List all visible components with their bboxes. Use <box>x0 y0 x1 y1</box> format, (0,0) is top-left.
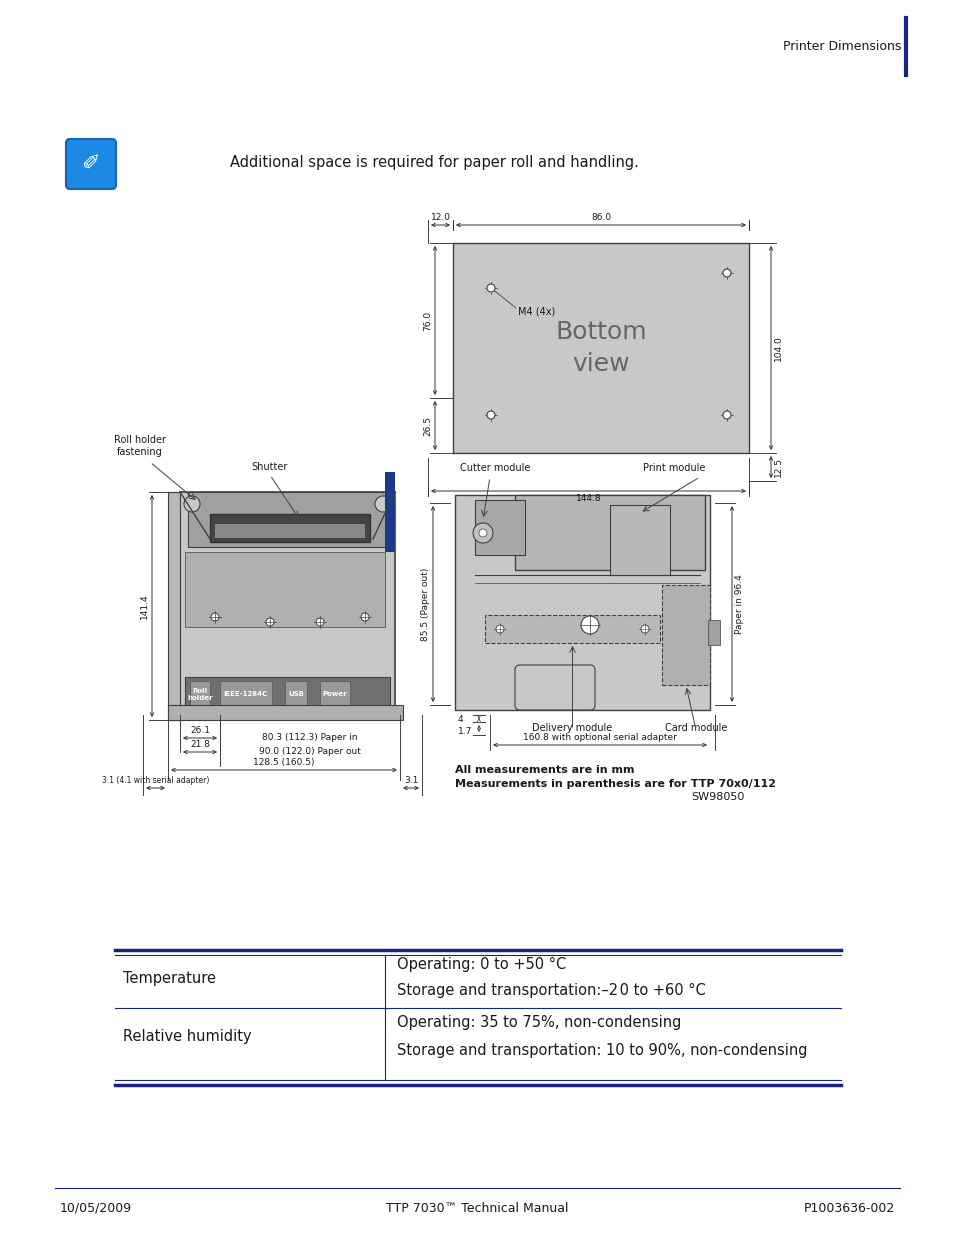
Text: P1003636-002: P1003636-002 <box>803 1202 894 1214</box>
Text: Storage and transportation:–2 0 to +60 °C: Storage and transportation:–2 0 to +60 °… <box>396 983 705 998</box>
Circle shape <box>478 529 486 537</box>
Bar <box>455 495 709 710</box>
Text: 21.8: 21.8 <box>190 740 210 748</box>
Bar <box>188 492 387 547</box>
Text: SW98050: SW98050 <box>691 792 744 802</box>
Circle shape <box>580 616 598 634</box>
Circle shape <box>722 411 730 419</box>
Bar <box>210 514 370 542</box>
Circle shape <box>640 625 648 634</box>
Circle shape <box>266 618 274 626</box>
Text: Operating: 35 to 75%, non-condensing: Operating: 35 to 75%, non-condensing <box>396 1014 680 1030</box>
Bar <box>385 472 395 552</box>
Circle shape <box>486 284 495 291</box>
Text: 26.1: 26.1 <box>190 726 210 735</box>
Text: Storage and transportation: 10 to 90%, non-condensing: Storage and transportation: 10 to 90%, n… <box>396 1042 806 1057</box>
Bar <box>707 620 720 645</box>
Text: Relative humidity: Relative humidity <box>123 1029 252 1044</box>
Text: 12.5: 12.5 <box>773 457 782 477</box>
Text: Printer Dimensions: Printer Dimensions <box>781 40 900 53</box>
Text: 86.0: 86.0 <box>590 212 611 222</box>
Text: Print module: Print module <box>642 463 704 473</box>
Text: IEEE-1284C: IEEE-1284C <box>224 692 268 698</box>
Bar <box>185 677 390 713</box>
Text: Cutter module: Cutter module <box>459 463 530 473</box>
Bar <box>168 492 180 720</box>
Bar <box>180 492 395 720</box>
Text: 80.3 (112.3) Paper in: 80.3 (112.3) Paper in <box>262 732 357 741</box>
Text: Shutter: Shutter <box>252 462 288 472</box>
Text: 141.4: 141.4 <box>140 593 149 619</box>
Bar <box>185 552 385 627</box>
Circle shape <box>473 522 493 543</box>
Text: 10/05/2009: 10/05/2009 <box>60 1202 132 1214</box>
Text: USB: USB <box>288 692 304 698</box>
Bar <box>190 680 210 708</box>
Text: Operating: 0 to +50 °C: Operating: 0 to +50 °C <box>396 956 566 972</box>
Bar <box>475 500 524 555</box>
Circle shape <box>360 613 369 621</box>
Text: 4: 4 <box>457 715 463 725</box>
Bar <box>214 524 365 538</box>
Circle shape <box>315 618 324 626</box>
Bar <box>319 680 350 708</box>
Text: Additional space is required for paper roll and handling.: Additional space is required for paper r… <box>230 156 639 170</box>
Bar <box>661 585 709 685</box>
Circle shape <box>184 496 200 513</box>
Text: All measurements are in mm
Measurements in parenthesis are for TTP 70x0/112: All measurements are in mm Measurements … <box>455 764 775 789</box>
Text: 85.5 (Paper out): 85.5 (Paper out) <box>420 567 430 641</box>
FancyBboxPatch shape <box>515 664 595 710</box>
Text: M4 (4x): M4 (4x) <box>517 306 555 316</box>
Text: 3.1 (4.1 with serial adapter): 3.1 (4.1 with serial adapter) <box>102 776 209 785</box>
Text: Paper in 96.4: Paper in 96.4 <box>734 574 743 634</box>
Text: 128.5 (160.5): 128.5 (160.5) <box>253 758 314 767</box>
Text: 90.0 (122.0) Paper out: 90.0 (122.0) Paper out <box>259 747 360 757</box>
Text: Roll holder
fastening: Roll holder fastening <box>113 436 166 457</box>
Text: 160.8 with optional serial adapter: 160.8 with optional serial adapter <box>522 734 677 742</box>
Text: 144.8: 144.8 <box>575 494 600 503</box>
Circle shape <box>486 411 495 419</box>
Text: 12.0: 12.0 <box>430 212 450 222</box>
Bar <box>453 243 748 453</box>
Text: 3.1: 3.1 <box>403 776 417 785</box>
Text: Power: Power <box>322 692 347 698</box>
Text: 76.0: 76.0 <box>422 310 432 331</box>
Bar <box>168 705 402 720</box>
Circle shape <box>496 625 503 634</box>
Text: Delivery module: Delivery module <box>532 722 612 734</box>
Bar <box>220 680 272 708</box>
Bar <box>285 680 307 708</box>
Bar <box>609 505 669 576</box>
Text: Bottom
view: Bottom view <box>555 320 646 375</box>
Circle shape <box>375 496 391 513</box>
Circle shape <box>211 613 219 621</box>
Circle shape <box>722 269 730 277</box>
Bar <box>484 615 659 643</box>
Text: Temperature: Temperature <box>123 971 215 986</box>
Text: 104.0: 104.0 <box>773 335 782 361</box>
FancyBboxPatch shape <box>66 140 116 189</box>
Text: 1.7: 1.7 <box>457 727 472 736</box>
Text: TTP 7030™ Technical Manual: TTP 7030™ Technical Manual <box>385 1202 568 1214</box>
Text: Roll
holder: Roll holder <box>187 688 213 701</box>
Text: ✐: ✐ <box>82 154 100 174</box>
Text: Card module: Card module <box>664 722 726 734</box>
Text: 26.5: 26.5 <box>422 415 432 436</box>
Bar <box>515 495 704 571</box>
